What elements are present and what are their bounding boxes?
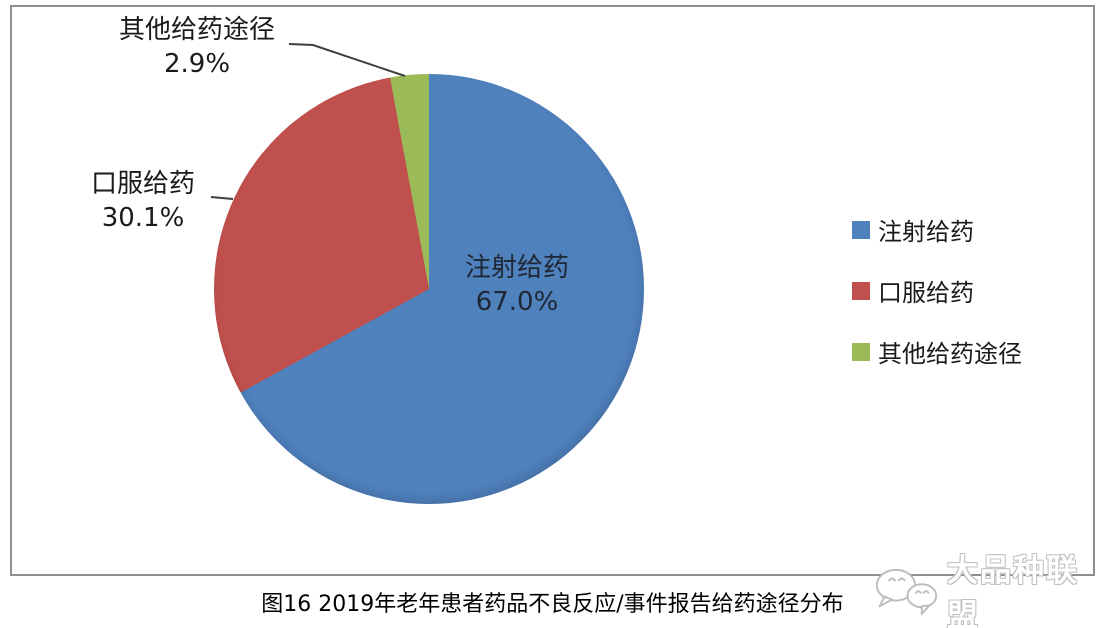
- slice-label-injection-pct: 67.0%: [475, 286, 559, 317]
- legend-item-oral: 口服给药: [852, 273, 1022, 308]
- watermark: 大品种联盟: [872, 545, 1105, 628]
- slice-label-other-name: 其他给药途径: [118, 15, 275, 45]
- figure-caption: 图16 2019年老年患者药品不良反应/事件报告给药途径分布: [261, 592, 844, 617]
- slice-label-other-pct: 2.9%: [163, 48, 231, 79]
- legend-swatch-blue-icon: [852, 220, 870, 239]
- legend-item-other: 其他给药途径: [852, 334, 1022, 369]
- wechat-bubbles-icon: [875, 568, 938, 615]
- slice-label-injection: 注射给药 67.0%: [407, 252, 627, 320]
- legend-swatch-green-icon: [852, 342, 870, 361]
- watermark-text: 大品种联盟: [946, 553, 1079, 628]
- legend-label-oral: 口服给药: [878, 279, 974, 307]
- legend-item-injection: 注射给药: [852, 212, 1022, 247]
- slice-label-injection-name: 注射给药: [464, 253, 569, 283]
- slice-label-oral-pct: 30.1%: [101, 202, 185, 233]
- slice-label-oral: 口服给药 30.1%: [60, 168, 226, 236]
- legend-swatch-red-icon: [852, 281, 870, 300]
- legend-label-other: 其他给药途径: [878, 340, 1022, 368]
- pie-plot: [214, 74, 644, 504]
- slice-label-oral-name: 口服给药: [90, 169, 195, 199]
- legend-label-injection: 注射给药: [878, 218, 974, 246]
- chart-legend: 注射给药 口服给药 其他给药途径: [852, 212, 1022, 395]
- slice-label-other: 其他给药途径 2.9%: [88, 14, 306, 82]
